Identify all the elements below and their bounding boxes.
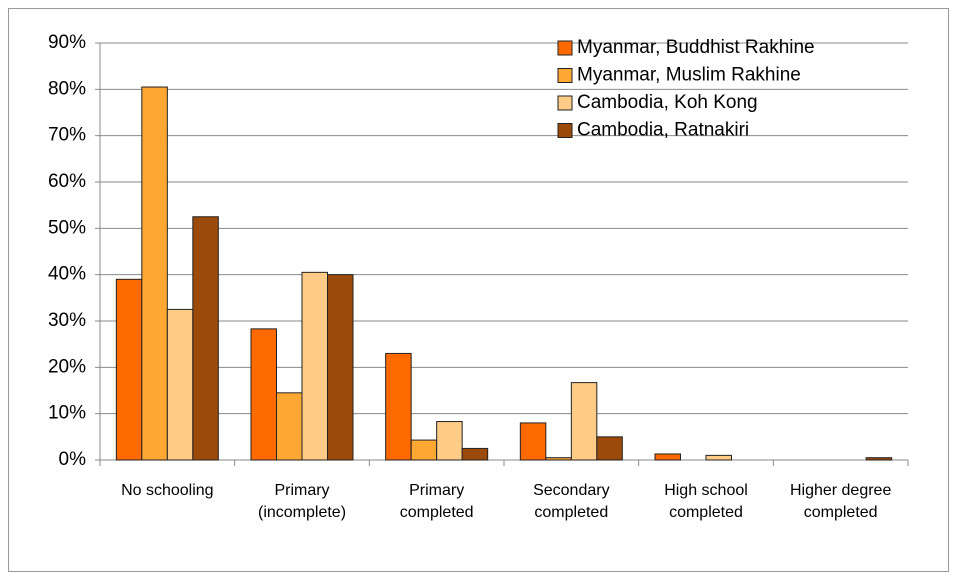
bar [461,447,489,461]
bar [301,271,328,461]
bar [596,436,623,461]
bar [705,454,732,461]
y-tick-label: 30% [48,310,86,331]
y-tick-label: 90% [48,32,86,53]
x-tick-label: Primary completed [399,482,474,521]
bar [166,308,194,461]
bar [385,352,412,461]
x-tick-label: Higher degree completed [789,482,892,521]
x-tick-label: High school completed [664,482,748,521]
legend-label: Myanmar, Muslim Rakhine [577,65,801,86]
legend-swatch [557,95,573,111]
bar [865,457,893,461]
y-tick-label: 60% [48,171,86,192]
x-tick-label: Primary (incomplete) [257,482,347,521]
y-tick-label: 0% [59,449,87,470]
bar [545,457,572,461]
y-tick-label: 70% [48,125,86,146]
y-tick-label: 20% [48,356,86,377]
x-tick-label: No schooling [121,482,214,499]
legend-swatch [557,123,573,138]
bar [276,392,303,461]
y-tick-label: 50% [48,217,86,238]
legend-swatch [557,68,573,83]
bar [654,453,681,461]
bar [327,274,354,461]
legend-swatch [557,40,573,56]
y-tick-label: 80% [48,78,86,99]
y-tick-label: 40% [48,264,86,285]
bar [519,422,547,461]
x-tick-label: Secondary completed [533,482,610,521]
bar [250,328,277,461]
bar [410,439,438,461]
legend-label: Cambodia, Koh Kong [577,92,758,113]
bar [192,216,219,461]
bar [570,382,598,461]
legend-label: Myanmar, Buddhist Rakhine [577,37,815,58]
bar [141,86,168,461]
bar [115,278,143,461]
legend-label: Cambodia, Ratnakiri [577,120,749,141]
y-tick-label: 10% [48,403,86,424]
bar [436,421,463,461]
